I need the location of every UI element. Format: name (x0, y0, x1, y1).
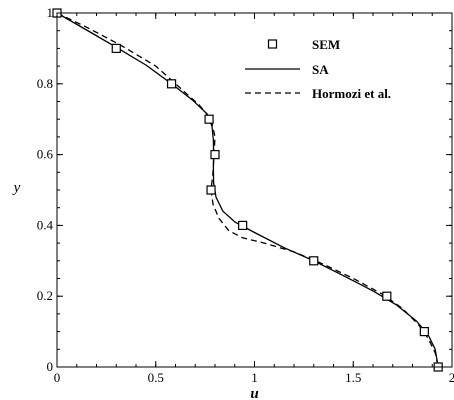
sem-marker (204, 114, 214, 124)
sem-marker (309, 256, 319, 266)
x-tick-label: 0 (54, 370, 61, 385)
y-tick-label: 0.6 (37, 147, 54, 162)
sem-marker (111, 43, 121, 54)
legend-label: Hormozi et al. (312, 86, 391, 101)
y-tick-label: 0.8 (37, 76, 53, 91)
sem-marker (210, 150, 220, 160)
sem-marker (238, 220, 248, 230)
y-tick-label: 1 (47, 5, 54, 20)
x-axis-title: u (250, 386, 258, 400)
sem-marker (382, 291, 392, 301)
y-tick-label: 0.4 (37, 217, 54, 232)
sem-marker (419, 327, 429, 337)
x-tick-label: 1.5 (345, 370, 361, 385)
x-tick-label: 1 (251, 370, 258, 385)
legend-symbol-sem (267, 39, 278, 49)
legend: SEM SA Hormozi et al. (245, 37, 391, 101)
sem-marker (166, 79, 177, 89)
x-tick-label: 0.5 (148, 370, 164, 385)
legend-label: SA (312, 62, 329, 77)
ticks-layer: 0 0.5 1 1.5 2 0 0.2 0.4 0.6 0.8 1 (37, 5, 454, 385)
sem-marker (206, 185, 216, 195)
series-line-hormozi (56, 12, 439, 368)
legend-label: SEM (312, 37, 340, 52)
y-axis-title: y (12, 180, 21, 196)
x-tick-label: 2 (449, 370, 454, 385)
y-tick-label: 0.2 (37, 288, 53, 303)
y-tick-label: 0 (47, 359, 54, 374)
